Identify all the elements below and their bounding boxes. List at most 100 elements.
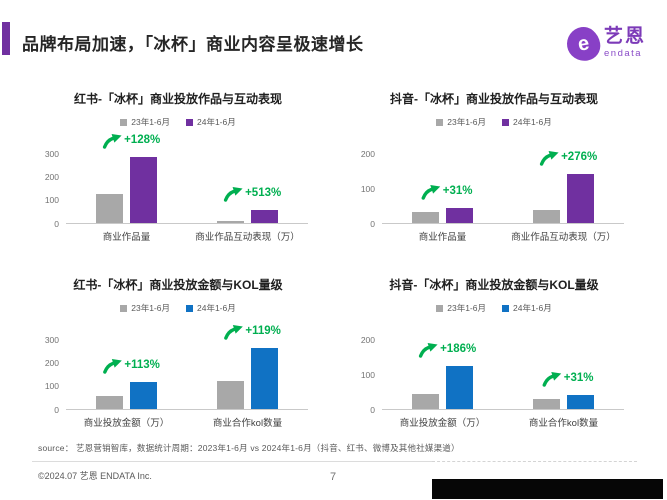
legend-swatch-icon [502,304,509,312]
growth-annotation: +513% [223,187,281,202]
chart-legend: 23年1-6月 24年1-6月 [32,116,324,128]
x-axis-category-label: 商业投放金额（万） [83,418,170,429]
y-axis-tick-label: 0 [54,404,59,415]
growth-percentage: +113% [124,358,160,371]
bar-23年1-6月 [412,211,439,223]
bar-group: +186% [382,340,503,409]
x-axis-category-label: 商业合作kol数量 [528,418,599,429]
growth-arrow-icon [418,342,438,358]
y-axis-tick-label: 100 [360,183,375,194]
bar-24年1-6月 [130,156,157,223]
page-title: 品牌布局加速，「冰杯」商业内容呈极速增长 [22,35,364,54]
growth-arrow-icon [421,185,440,201]
plot-area: +186% +31% [382,340,624,410]
x-axis-category-label: 商业作品互动表现（万） [195,232,300,243]
x-axis-category-label: 商业作品互动表现（万） [511,232,616,243]
legend-item: 24年1-6月 [502,116,552,128]
logo-text: 艺恩 endata [604,27,646,59]
growth-annotation: +276% [539,151,598,167]
bar-24年1-6月 [130,381,157,409]
growth-arrow-icon [542,372,561,388]
logo-name-en: endata [604,48,643,59]
legend-item: 23年1-6月 [120,302,170,314]
legend-label: 24年1-6月 [513,117,552,127]
censored-watermark-bar [432,479,663,499]
legend-swatch-icon [186,118,193,126]
y-axis-tick-label: 100 [44,381,59,392]
y-axis-tick-label: 100 [44,195,59,206]
legend-swatch-icon [436,304,444,312]
chart-title: 红书-「冰杯」商业投放金额与KOL量级 [73,278,283,292]
growth-annotation: +186% [418,342,476,358]
bar-24年1-6月 [251,347,278,409]
chart-title: 红书-「冰杯」商业投放作品与互动表现 [74,92,282,106]
plot: 0 100 200 300 +128% +513% [45,133,308,228]
y-axis-tick-label: 0 [54,218,59,229]
plot-area: +31% +276% [382,151,624,224]
legend-label: 24年1-6月 [197,303,236,313]
legend-item: 23年1-6月 [120,116,170,128]
growth-arrow-icon [539,151,559,167]
legend-swatch-icon [436,118,444,126]
growth-percentage: +128% [124,133,161,146]
legend-item: 24年1-6月 [186,116,236,128]
legend-label: 23年1-6月 [447,303,486,313]
y-axis-tick-label: 200 [44,171,59,182]
source-note: source： 艺恩营销智库，数据统计周期：2023年1-6月 vs 2024年… [38,443,460,453]
bar-23年1-6月 [217,381,244,409]
legend-item: 24年1-6月 [502,302,552,314]
chart-douyin-works: 抖音-「冰杯」商业投放作品与互动表现 23年1-6月 24年1-6月 0 100 200 +… [348,90,640,243]
legend-label: 24年1-6月 [513,303,552,313]
y-axis-tick-label: 0 [370,218,375,229]
legend-label: 23年1-6月 [447,117,486,127]
x-axis-labels: 商业投放金额（万） 商业合作kol数量 [66,415,308,429]
bar-23年1-6月 [533,398,560,409]
growth-percentage: +31% [563,372,594,385]
y-axis-tick-label: 300 [44,148,59,159]
bar-group: +119% [187,324,308,409]
y-axis-tick-label: 0 [370,404,375,415]
x-axis-category-label: 商业作品量 [418,232,467,243]
title-accent-bar [2,22,10,55]
y-axis-tick-label: 100 [360,369,375,380]
footer-divider-dashed [432,461,637,462]
growth-annotation: +113% [102,358,160,374]
footer-divider [32,461,432,462]
chart-legend: 23年1-6月 24年1-6月 [348,116,640,128]
legend-swatch-icon [502,118,509,126]
chart-legend: 23年1-6月 24年1-6月 [32,302,324,314]
growth-annotation: +31% [542,372,594,388]
legend-swatch-icon [120,304,128,312]
y-axis-tick-label: 300 [44,334,59,345]
bar-23年1-6月 [96,193,123,223]
x-axis-labels: 商业作品量 商业作品互动表现（万） [382,229,624,243]
legend-item: 23年1-6月 [436,302,486,314]
plot: 0 100 200 +31% +276% [361,149,624,228]
legend-item: 23年1-6月 [436,116,486,128]
bar-group: +128% [66,133,187,223]
chart-legend: 23年1-6月 24年1-6月 [348,302,640,314]
legend-item: 24年1-6月 [186,302,236,314]
chart-title: 抖音-「冰杯」商业投放金额与KOL量级 [389,278,599,292]
bar-group: +276% [503,151,624,223]
growth-annotation: +31% [421,185,473,201]
bar-24年1-6月 [567,174,594,223]
bar-24年1-6月 [446,208,473,223]
legend-swatch-icon [186,304,193,312]
bar-group: +31% [382,154,503,223]
growth-arrow-icon [102,133,122,149]
bar-group: +513% [187,154,308,223]
plot-area: +113% +119% [66,324,308,410]
legend-label: 23年1-6月 [131,117,170,127]
x-axis-labels: 商业作品量 商业作品互动表现（万） [66,229,308,243]
logo-name-cn: 艺恩 [604,26,647,47]
growth-percentage: +276% [561,151,598,164]
bar-24年1-6月 [567,395,594,409]
y-axis-tick-label: 200 [360,334,375,345]
y-axis-tick-label: 200 [44,357,59,368]
chart-xiaohongshu-works: 红书-「冰杯」商业投放作品与互动表现 23年1-6月 24年1-6月 0 100 200 3… [32,90,324,243]
plot-area: +128% +513% [66,133,308,224]
legend-label: 23年1-6月 [131,303,170,313]
plot: 0 100 200 +186% +31% [361,335,624,414]
